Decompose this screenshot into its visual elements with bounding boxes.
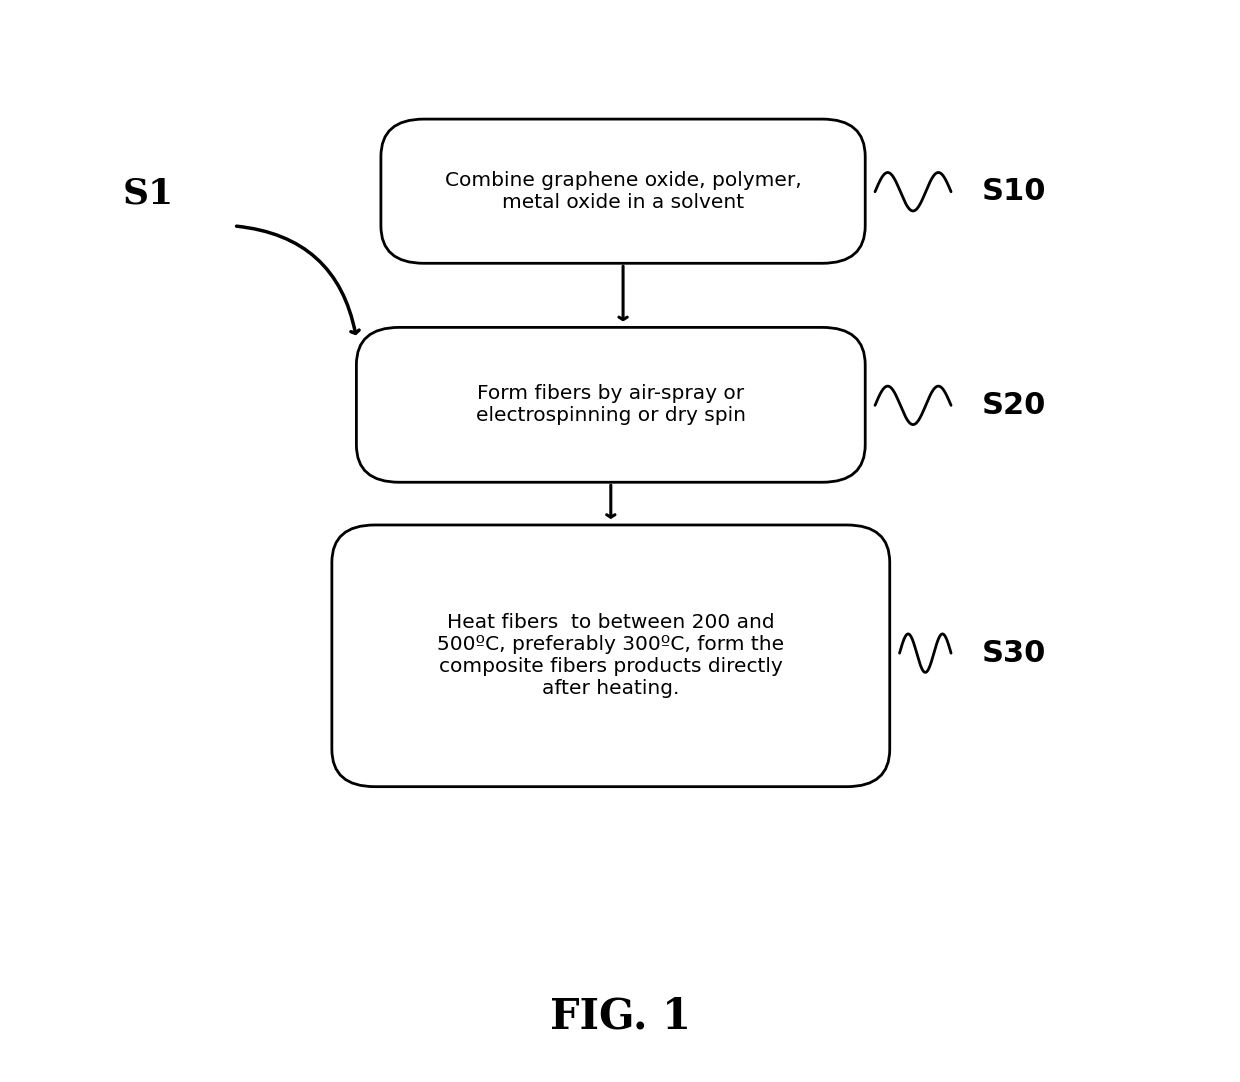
Text: S10: S10	[982, 177, 1047, 207]
Text: S1: S1	[123, 176, 174, 211]
Text: Heat fibers  to between 200 and
500ºC, preferably 300ºC, form the
composite fibe: Heat fibers to between 200 and 500ºC, pr…	[438, 613, 785, 698]
FancyBboxPatch shape	[332, 525, 890, 787]
FancyBboxPatch shape	[381, 119, 866, 263]
Text: S30: S30	[982, 638, 1047, 668]
Text: S20: S20	[982, 391, 1047, 420]
Text: FIG. 1: FIG. 1	[549, 995, 691, 1038]
FancyBboxPatch shape	[356, 328, 866, 483]
Text: Combine graphene oxide, polymer,
metal oxide in a solvent: Combine graphene oxide, polymer, metal o…	[445, 171, 801, 212]
Text: Form fibers by air-spray or
electrospinning or dry spin: Form fibers by air-spray or electrospinn…	[476, 384, 745, 425]
